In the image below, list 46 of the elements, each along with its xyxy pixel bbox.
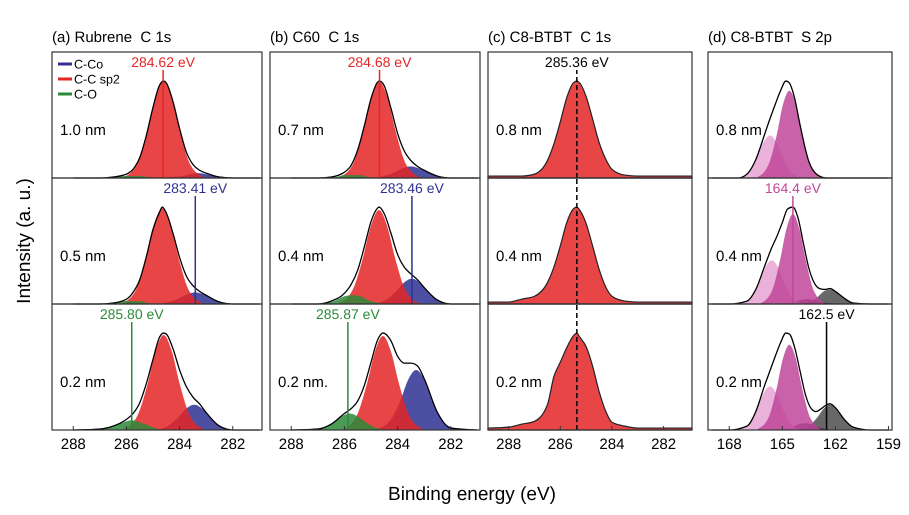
annotation: 0.5 nm bbox=[60, 248, 106, 266]
annotation: 0.8 nm bbox=[496, 122, 542, 140]
ref-line-label: 285.87 eV bbox=[316, 306, 380, 322]
annotation: 0.2 nm. bbox=[278, 374, 328, 392]
x-tick-label: 286 bbox=[332, 436, 357, 453]
ref-line-label: 285.80 eV bbox=[100, 306, 164, 322]
ref-line-label: 284.68 eV bbox=[348, 54, 412, 70]
x-tick-label: 162 bbox=[822, 436, 848, 453]
x-tick-label: 282 bbox=[651, 436, 676, 453]
annotation: 0.2 nm bbox=[496, 374, 542, 392]
x-tick-label: 286 bbox=[548, 436, 573, 453]
legend-label: C-O bbox=[74, 88, 98, 102]
x-axis-title: Binding energy (eV) bbox=[388, 484, 556, 505]
ref-line-label: 162.5 eV bbox=[798, 306, 856, 322]
annotation: 0.2 nm bbox=[716, 374, 762, 392]
x-tick-label: 288 bbox=[278, 436, 304, 453]
ref-line-label: 284.62 eV bbox=[131, 54, 196, 70]
annotation: 1.0 nm bbox=[60, 122, 106, 140]
x-tick-label: 282 bbox=[220, 436, 246, 453]
chart-title: (a) Rubrene C 1s bbox=[52, 29, 172, 46]
x-tick-label: 284 bbox=[167, 436, 192, 453]
ref-line-label: 283.41 eV bbox=[163, 180, 228, 196]
ref-line-label: 285.36 eV bbox=[544, 54, 610, 70]
ref-line-label: 164.4 eV bbox=[764, 180, 822, 196]
chart-title: (d) C8-BTBT S 2p bbox=[708, 29, 832, 46]
annotation: 0.7 nm bbox=[278, 122, 324, 140]
ref-line-label: 283.46 eV bbox=[380, 180, 445, 196]
annotation: 0.4 nm bbox=[278, 248, 324, 266]
x-tick-label: 286 bbox=[114, 436, 139, 453]
x-tick-label: 284 bbox=[385, 436, 410, 453]
x-tick-label: 168 bbox=[716, 436, 742, 453]
annotation: 0.8 nm bbox=[716, 122, 762, 140]
y-axis-title: Intensity (a. u.) bbox=[14, 178, 35, 304]
chart-title: (c) C8-BTBT C 1s bbox=[488, 29, 612, 46]
x-tick-label: 288 bbox=[496, 436, 522, 453]
x-tick-label: 159 bbox=[876, 436, 901, 453]
chart-title: (b) C60 C 1s bbox=[270, 29, 360, 46]
legend-label: C-C sp2 bbox=[74, 72, 120, 86]
x-tick-label: 284 bbox=[599, 436, 624, 453]
x-tick-label: 282 bbox=[438, 436, 464, 453]
annotation: 0.4 nm bbox=[496, 248, 542, 266]
annotation: 0.4 nm bbox=[716, 248, 762, 266]
legend-label: C-Co bbox=[74, 58, 104, 72]
annotation: 0.2 nm bbox=[60, 374, 106, 392]
x-tick-label: 288 bbox=[60, 436, 86, 453]
x-tick-label: 165 bbox=[770, 436, 795, 453]
